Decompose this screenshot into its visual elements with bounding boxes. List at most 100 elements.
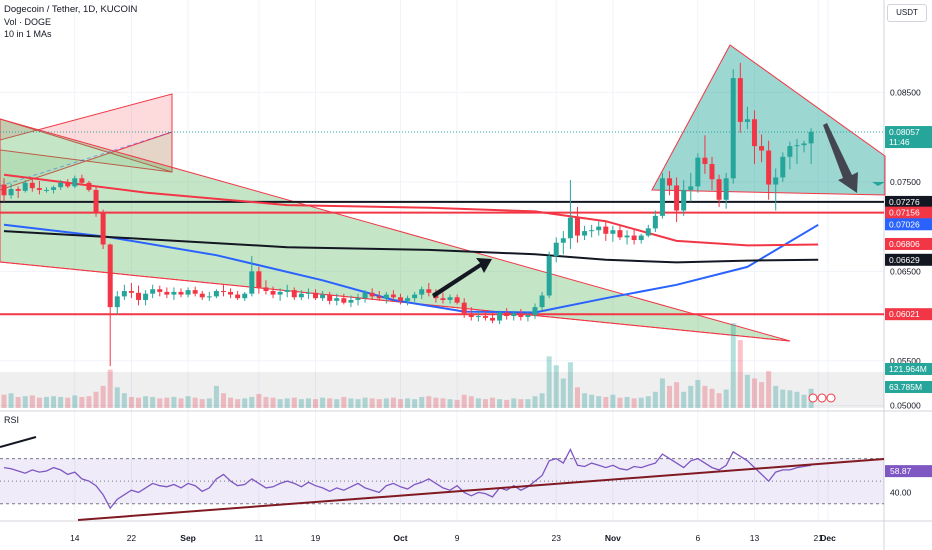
candle xyxy=(511,310,517,321)
candle xyxy=(624,230,630,245)
price-axis-tick: 0.05500 xyxy=(890,356,921,366)
rsi-value-text: 40.00 xyxy=(890,487,912,497)
volume-bar xyxy=(603,396,609,408)
candle xyxy=(86,180,92,192)
candle xyxy=(150,284,156,299)
price-label-text: 63.785M xyxy=(889,382,922,392)
time-axis-tick: Oct xyxy=(393,533,407,543)
volume-bar xyxy=(51,396,57,408)
candle-body xyxy=(617,230,623,238)
candle xyxy=(93,187,99,217)
candle xyxy=(128,282,134,299)
candle xyxy=(603,220,609,241)
candle-body xyxy=(121,291,127,297)
candle xyxy=(723,172,729,209)
candle xyxy=(532,303,538,319)
volume-indicator-label[interactable]: Vol · DOGE xyxy=(4,17,52,27)
candle xyxy=(228,288,234,299)
candle xyxy=(242,291,248,301)
candle-body xyxy=(277,291,283,295)
candle-body xyxy=(419,289,425,295)
candle xyxy=(539,291,545,311)
volume-bar xyxy=(136,397,142,408)
candle-body xyxy=(794,145,800,147)
volume-bar xyxy=(475,398,481,408)
candle-body xyxy=(539,295,545,308)
candle-body xyxy=(256,271,262,288)
volume-bar xyxy=(100,385,106,408)
candle-body xyxy=(482,316,488,318)
rsi-value-label: 58.87 xyxy=(885,465,932,478)
candle-body xyxy=(383,294,389,299)
candle-body xyxy=(8,189,14,196)
candle-body xyxy=(560,238,566,243)
candle xyxy=(171,287,177,300)
candle-body xyxy=(709,163,715,180)
candle-body xyxy=(716,179,722,200)
candle xyxy=(36,180,42,195)
volume-bar xyxy=(291,397,297,408)
moving-averages-label[interactable]: 10 in 1 MAs xyxy=(4,29,52,39)
volume-bar xyxy=(674,382,680,408)
candle xyxy=(107,243,113,367)
candle-body xyxy=(284,290,290,292)
volume-bar xyxy=(213,385,219,408)
volume-bar xyxy=(490,397,496,408)
volume-bar xyxy=(787,390,793,408)
volume-bar xyxy=(624,396,630,408)
volume-bar xyxy=(36,397,42,408)
candle xyxy=(589,224,595,238)
candle xyxy=(447,294,453,304)
candle-body xyxy=(645,228,651,236)
candle xyxy=(780,152,786,182)
candle xyxy=(164,287,170,299)
candle xyxy=(369,288,375,300)
candle xyxy=(674,177,680,223)
candle xyxy=(787,141,793,170)
candle-body xyxy=(610,230,616,234)
candle-body xyxy=(497,312,503,321)
time-axis-tick: 14 xyxy=(70,533,80,543)
candle xyxy=(51,185,57,194)
candle xyxy=(15,186,21,198)
volume-bar xyxy=(298,399,304,408)
price-label: 121.964M xyxy=(885,363,932,375)
candle-body xyxy=(624,235,630,238)
price-label-text: 0.07026 xyxy=(889,219,920,229)
candle-body xyxy=(213,291,219,297)
candle-body xyxy=(150,289,156,294)
volume-bar xyxy=(780,389,786,408)
volume-bar xyxy=(716,393,722,408)
candle xyxy=(709,156,715,190)
volume-bar xyxy=(376,399,382,408)
candle-body xyxy=(355,298,361,300)
candle-body xyxy=(652,215,658,229)
volume-bar xyxy=(589,394,595,408)
candle xyxy=(490,312,496,324)
candle-body xyxy=(603,226,609,234)
volume-bar xyxy=(737,340,743,408)
candle-body xyxy=(405,298,411,301)
candle-body xyxy=(22,182,28,191)
candle xyxy=(136,285,142,306)
currency-button[interactable]: USDT xyxy=(887,4,927,22)
candle-body xyxy=(447,297,453,300)
candle xyxy=(327,291,333,305)
volume-bar xyxy=(157,398,163,408)
volume-bar xyxy=(383,398,389,408)
volume-bar xyxy=(355,399,361,408)
price-label-bg xyxy=(885,195,932,208)
price-label-text: 0.08057 xyxy=(889,127,920,137)
candle-body xyxy=(759,146,765,151)
volume-bar xyxy=(794,391,800,408)
candle-body xyxy=(730,78,736,179)
volume-bar xyxy=(192,397,198,408)
candle-body xyxy=(546,256,552,296)
rsi-indicator-label[interactable]: RSI xyxy=(4,415,20,425)
volume-bar xyxy=(447,399,453,408)
time-axis-tick: 19 xyxy=(311,533,321,543)
volume-bar xyxy=(362,397,368,408)
wedge-lower-line xyxy=(0,261,791,342)
candle xyxy=(235,291,241,300)
